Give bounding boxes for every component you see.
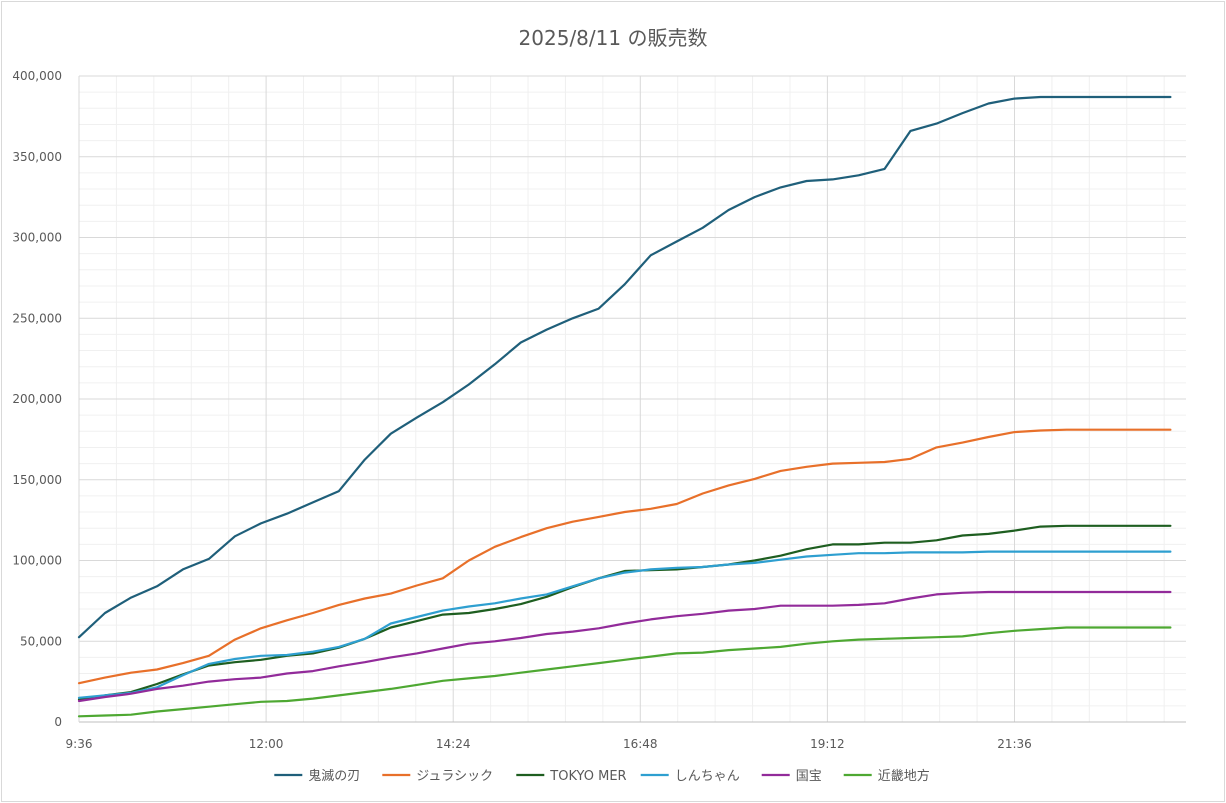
series-lines bbox=[77, 95, 1172, 718]
major-gridlines bbox=[79, 75, 1186, 722]
y-tick-label: 0 bbox=[54, 715, 62, 729]
legend-item-2: ジュラシック bbox=[382, 769, 493, 784]
y-tick-label: 100,000 bbox=[12, 554, 62, 568]
y-tick-label: 50,000 bbox=[20, 634, 62, 648]
legend-item-1: 鬼滅の刃 bbox=[274, 768, 360, 784]
x-tick-label: 21:36 bbox=[997, 737, 1032, 751]
chart-title: 2025/8/11 の販売数 bbox=[518, 26, 708, 50]
legend-item-4: しんちゃん bbox=[640, 769, 740, 784]
legend-label: しんちゃん bbox=[675, 769, 740, 784]
legend-label: TOKYO MER bbox=[549, 769, 626, 784]
y-tick-label: 250,000 bbox=[12, 311, 62, 325]
legend-item-3: TOKYO MER bbox=[516, 769, 627, 784]
series-line-3 bbox=[77, 524, 1172, 701]
legend-item-6: 近畿地方 bbox=[843, 768, 930, 784]
y-tick-label: 400,000 bbox=[12, 69, 62, 83]
y-tick-label: 150,000 bbox=[12, 473, 62, 487]
legend-label: ジュラシック bbox=[416, 769, 493, 784]
x-tick-label: 12:00 bbox=[249, 737, 284, 751]
series-line-6 bbox=[77, 626, 1172, 718]
legend: 鬼滅の刃 ジュラシック TOKYO MER しんちゃん 国宝 近畿地方 bbox=[274, 768, 930, 784]
legend-label: 近畿地方 bbox=[878, 768, 930, 784]
x-tick-label: 14:24 bbox=[436, 737, 471, 751]
legend-label: 国宝 bbox=[796, 769, 822, 784]
y-tick-label: 200,000 bbox=[12, 392, 62, 406]
series-line-2 bbox=[77, 428, 1172, 685]
tick-labels: 0 50,000 100,000 150,000 200,000 250,000 300,0… bbox=[12, 69, 1031, 751]
x-tick-label: 16:48 bbox=[623, 737, 658, 751]
y-tick-label: 350,000 bbox=[12, 150, 62, 164]
legend-item-5: 国宝 bbox=[761, 769, 822, 784]
legend-label: 鬼滅の刃 bbox=[308, 768, 360, 784]
minor-gridlines bbox=[79, 76, 1186, 722]
series-line-5 bbox=[77, 590, 1172, 703]
y-tick-label: 300,000 bbox=[12, 231, 62, 245]
series-line-4 bbox=[77, 550, 1172, 699]
x-tick-label: 9:36 bbox=[66, 737, 93, 751]
axes bbox=[78, 76, 1186, 723]
x-tick-label: 19:12 bbox=[810, 737, 845, 751]
series-line-1 bbox=[77, 95, 1172, 639]
